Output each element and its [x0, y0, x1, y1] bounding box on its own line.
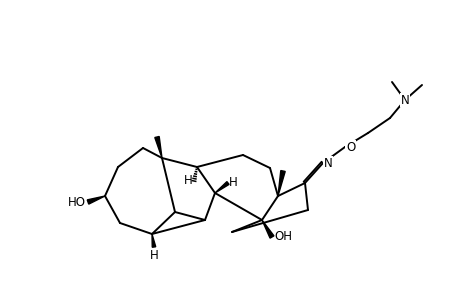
Text: O: O [345, 140, 354, 154]
Text: H: H [229, 176, 237, 190]
Text: N: N [323, 157, 332, 169]
Polygon shape [262, 220, 274, 238]
Polygon shape [155, 136, 162, 158]
Text: H: H [149, 249, 158, 262]
Text: OH: OH [274, 230, 291, 244]
Text: H: H [184, 175, 193, 188]
Polygon shape [277, 171, 285, 196]
Text: HO: HO [68, 196, 86, 208]
Polygon shape [214, 182, 229, 193]
Text: N: N [400, 94, 409, 106]
Polygon shape [87, 196, 105, 204]
Polygon shape [151, 234, 156, 247]
